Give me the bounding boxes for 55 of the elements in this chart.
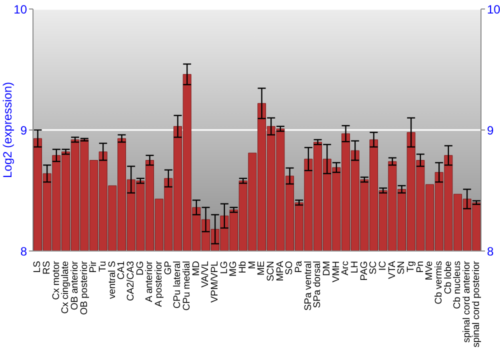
x-tick-label: Arc bbox=[340, 260, 352, 276]
x-tick-label: Cb lobe bbox=[442, 261, 454, 294]
x-tick-label: MPA bbox=[274, 260, 286, 282]
x-tick-label: VTA bbox=[386, 260, 398, 279]
x-tick-label: M bbox=[246, 261, 258, 269]
y-tick-label: 9 bbox=[20, 123, 28, 138]
x-tick-label: spinal cord anterior bbox=[462, 260, 472, 343]
x-tick-label: A anterior bbox=[144, 260, 156, 302]
x-tick-label: spinal cord posterior bbox=[470, 260, 482, 348]
x-tick-label: PAG bbox=[358, 261, 370, 281]
x-tick-label: DM bbox=[322, 260, 332, 276]
x-tick-label: SO bbox=[284, 261, 296, 275]
x-tick-label: A posterior bbox=[154, 260, 164, 307]
x-tick-label: MVe bbox=[424, 261, 436, 280]
x-tick-label: MG bbox=[228, 261, 240, 276]
x-tick-label: LG bbox=[218, 261, 230, 274]
x-tick-label: SPa dorsal bbox=[312, 261, 324, 308]
x-tick-label: SCN bbox=[266, 260, 276, 282]
x-tick-label: OB anterior bbox=[70, 260, 80, 310]
x-tick-label: Tu bbox=[98, 261, 108, 272]
x-tick-label: VPM/VPL bbox=[210, 260, 220, 303]
x-tick-label: Pn bbox=[414, 261, 426, 273]
y2-tick-label: 9 bbox=[487, 123, 494, 138]
y-tick-label: 10 bbox=[14, 2, 28, 16]
x-tick-label: SPa ventral bbox=[302, 261, 314, 311]
y-axis-title: Log2 (expression) bbox=[0, 82, 14, 178]
x-tick-label: CPu lateral bbox=[172, 261, 184, 308]
x-tick-label: DG bbox=[134, 261, 146, 276]
x-tick-label: Pa bbox=[294, 260, 304, 273]
x-tick-label: SN bbox=[396, 260, 408, 274]
x-tick-label: Pir bbox=[88, 260, 100, 273]
x-tick-label: Cb vermis bbox=[434, 260, 444, 304]
y2-tick-label: 8 bbox=[487, 244, 494, 258]
x-tick-label: CPu medial bbox=[182, 261, 192, 311]
x-tick-label: MD bbox=[190, 260, 202, 276]
y2-tick-label: 10 bbox=[487, 2, 500, 16]
x-tick-label: CA1 bbox=[116, 261, 128, 280]
x-tick-label: RS bbox=[42, 261, 52, 274]
x-tick-label: Tg bbox=[406, 261, 416, 272]
y-tick-label: 8 bbox=[20, 244, 28, 258]
x-tick-label: Cb nucleus bbox=[452, 260, 464, 309]
x-tick-label: GP bbox=[162, 261, 174, 275]
x-tick-label: Hb bbox=[238, 261, 248, 274]
x-tick-label: Cx cingulate bbox=[60, 261, 72, 314]
x-tick-label: OB posterior bbox=[78, 260, 90, 315]
x-tick-label: VA/VL bbox=[200, 260, 212, 288]
x-tick-label: LH bbox=[350, 260, 360, 274]
x-tick-label: ventral S bbox=[106, 261, 118, 299]
x-tick-label: ME bbox=[256, 261, 268, 276]
x-tick-label: CA2/CA3 bbox=[126, 261, 136, 301]
x-tick-label: SC bbox=[368, 260, 380, 274]
x-tick-label: Cx motor bbox=[50, 260, 62, 300]
x-tick-label: VMH bbox=[330, 260, 342, 282]
x-tick-label: LS bbox=[32, 261, 44, 273]
x-tick-label: IC bbox=[378, 260, 388, 271]
